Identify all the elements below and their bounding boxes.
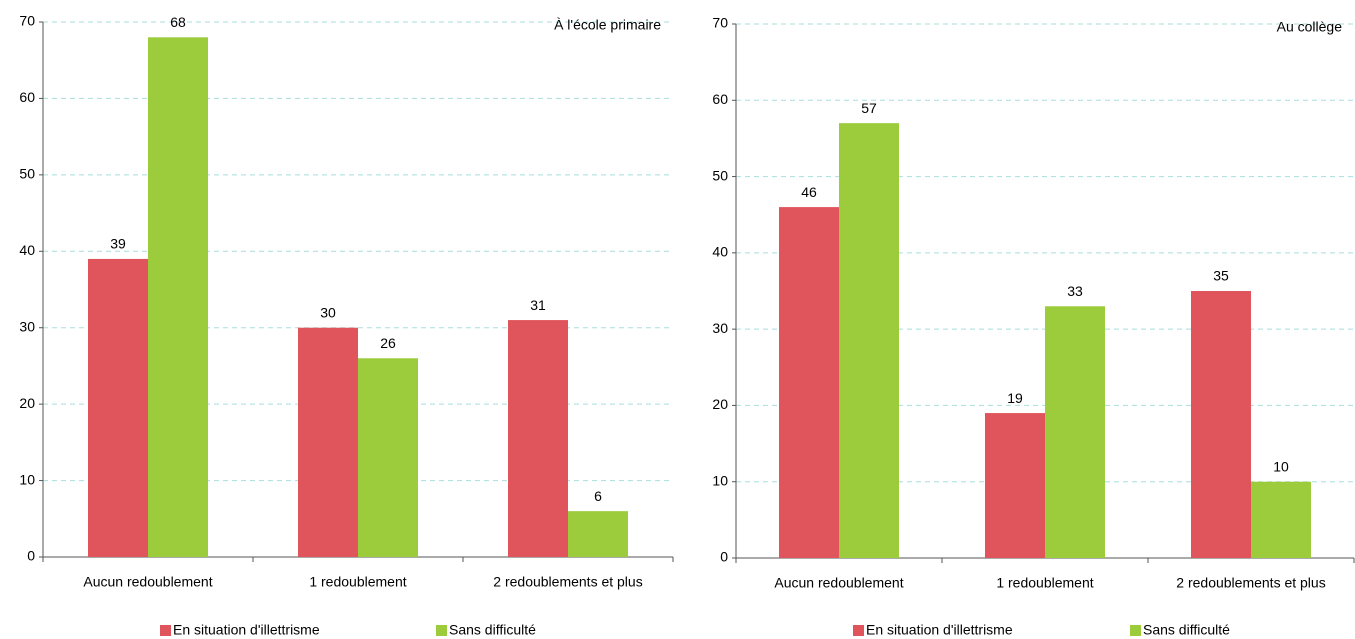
data-label: 33 [1067, 283, 1083, 299]
legend-swatch [1130, 625, 1141, 636]
legend-swatch [160, 625, 171, 636]
data-label: 19 [1007, 390, 1023, 406]
data-label: 30 [320, 304, 336, 320]
y-tick-label: 20 [712, 396, 728, 412]
x-tick-label: 2 redoublements et plus [493, 574, 642, 590]
panel-title: Au collège [1277, 19, 1343, 35]
y-tick-label: 50 [19, 166, 35, 182]
y-tick-label: 20 [19, 395, 35, 411]
data-label: 26 [380, 335, 396, 351]
y-tick-label: 10 [712, 472, 728, 488]
bar [839, 123, 899, 559]
bar [985, 413, 1045, 558]
y-tick-label: 0 [720, 549, 728, 565]
legend-swatch [853, 625, 864, 636]
bar [1251, 481, 1311, 558]
bar [358, 358, 418, 557]
x-tick-label: Aucun redoublement [774, 575, 903, 591]
y-tick-label: 40 [19, 242, 35, 258]
x-tick-label: 1 redoublement [996, 575, 1093, 591]
legend-label: Sans difficulté [449, 622, 536, 638]
y-tick-label: 60 [712, 91, 728, 107]
y-tick-label: 30 [712, 320, 728, 336]
bar [568, 511, 628, 557]
data-label: 31 [530, 297, 546, 313]
data-label: 57 [861, 100, 877, 116]
y-tick-label: 0 [27, 548, 35, 564]
legend-label: En situation d'illettrisme [866, 622, 1013, 638]
legend-label: En situation d'illettrisme [173, 622, 320, 638]
bar [1191, 291, 1251, 558]
data-label: 68 [170, 14, 186, 30]
x-tick-label: 1 redoublement [309, 574, 406, 590]
data-label: 39 [110, 236, 126, 252]
data-label: 10 [1273, 458, 1289, 474]
bar [779, 207, 839, 559]
y-tick-label: 70 [712, 15, 728, 31]
y-tick-label: 70 [19, 13, 35, 29]
x-tick-label: Aucun redoublement [83, 574, 212, 590]
panel-title: À l'école primaire [554, 17, 661, 33]
legend-label: Sans difficulté [1143, 622, 1230, 638]
y-tick-label: 30 [19, 318, 35, 334]
data-label: 35 [1213, 268, 1229, 284]
bar [298, 327, 358, 557]
data-label: 6 [594, 488, 602, 504]
data-label: 46 [801, 184, 817, 200]
x-tick-label: 2 redoublements et plus [1176, 575, 1325, 591]
bar [1045, 306, 1105, 558]
y-tick-label: 10 [19, 471, 35, 487]
bar [508, 320, 568, 557]
y-tick-label: 60 [19, 89, 35, 105]
bar [148, 37, 208, 558]
y-tick-label: 40 [712, 244, 728, 260]
y-tick-label: 50 [712, 167, 728, 183]
legend-swatch [436, 625, 447, 636]
bar [88, 258, 148, 557]
